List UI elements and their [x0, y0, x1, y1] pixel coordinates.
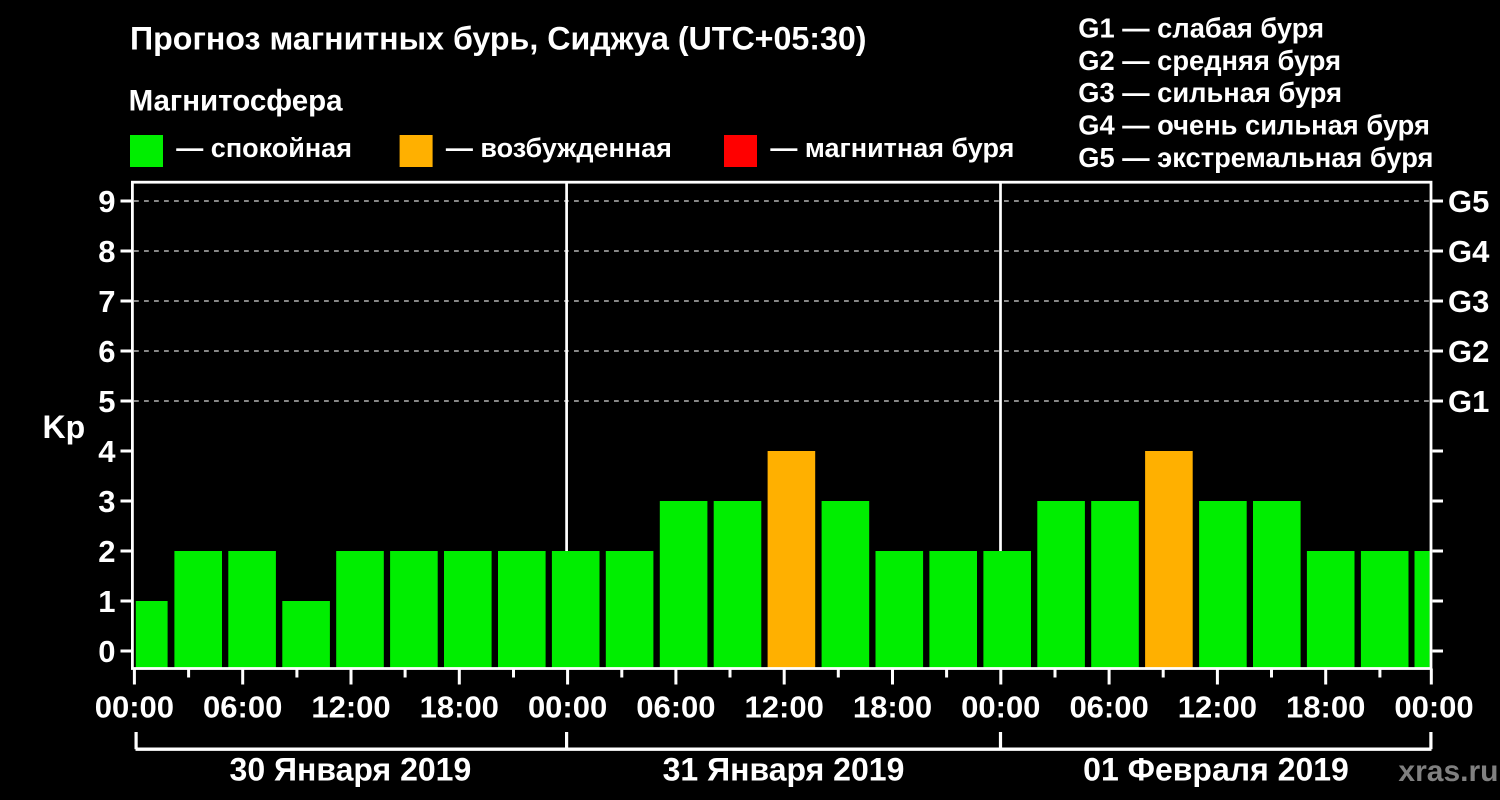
svg-text:5: 5	[98, 384, 115, 419]
svg-text:Магнитосфера: Магнитосфера	[129, 85, 344, 118]
svg-text:2: 2	[98, 534, 115, 569]
svg-text:3: 3	[98, 484, 115, 519]
svg-text:G5: G5	[1448, 184, 1489, 219]
svg-text:G3 — сильная буря: G3 — сильная буря	[1078, 77, 1342, 108]
svg-text:00:00: 00:00	[528, 689, 607, 724]
svg-text:9: 9	[98, 184, 115, 219]
svg-text:G3: G3	[1448, 284, 1489, 319]
svg-text:6: 6	[98, 334, 115, 369]
svg-text:12:00: 12:00	[745, 689, 824, 724]
svg-text:— магнитная буря: — магнитная буря	[770, 133, 1014, 163]
svg-text:Прогноз магнитных бурь, Сиджуа: Прогноз магнитных бурь, Сиджуа (UTC+05:3…	[130, 20, 867, 56]
svg-text:G4: G4	[1448, 234, 1490, 269]
svg-text:Kp: Kp	[43, 409, 86, 445]
svg-text:— спокойная: — спокойная	[176, 133, 352, 163]
svg-text:— возбужденная: — возбужденная	[446, 133, 672, 163]
svg-text:06:00: 06:00	[1069, 689, 1148, 724]
svg-text:G5 — экстремальная буря: G5 — экстремальная буря	[1078, 142, 1433, 173]
svg-text:G1 — слабая буря: G1 — слабая буря	[1078, 12, 1324, 43]
svg-text:1: 1	[98, 584, 115, 619]
svg-text:30 Января 2019: 30 Января 2019	[230, 752, 472, 788]
svg-text:G2: G2	[1448, 334, 1489, 369]
svg-text:06:00: 06:00	[203, 689, 282, 724]
svg-text:00:00: 00:00	[961, 689, 1040, 724]
svg-text:01 Февраля 2019: 01 Февраля 2019	[1083, 752, 1349, 788]
svg-text:G4 — очень сильная буря: G4 — очень сильная буря	[1078, 110, 1430, 141]
svg-text:0: 0	[98, 634, 115, 669]
svg-text:06:00: 06:00	[636, 689, 715, 724]
svg-text:8: 8	[98, 234, 115, 269]
svg-text:18:00: 18:00	[853, 689, 932, 724]
svg-text:12:00: 12:00	[1178, 689, 1257, 724]
svg-text:4: 4	[98, 434, 116, 469]
svg-text:G1: G1	[1448, 384, 1489, 419]
svg-text:12:00: 12:00	[311, 689, 390, 724]
svg-text:00:00: 00:00	[95, 689, 174, 724]
svg-text:18:00: 18:00	[1286, 689, 1365, 724]
svg-text:00:00: 00:00	[1394, 689, 1473, 724]
svg-text:7: 7	[98, 284, 115, 319]
svg-text:xras.ru: xras.ru	[1398, 755, 1498, 788]
svg-text:31 Января 2019: 31 Января 2019	[663, 752, 905, 788]
svg-text:G2 — средняя буря: G2 — средняя буря	[1078, 45, 1341, 76]
svg-text:18:00: 18:00	[420, 689, 499, 724]
